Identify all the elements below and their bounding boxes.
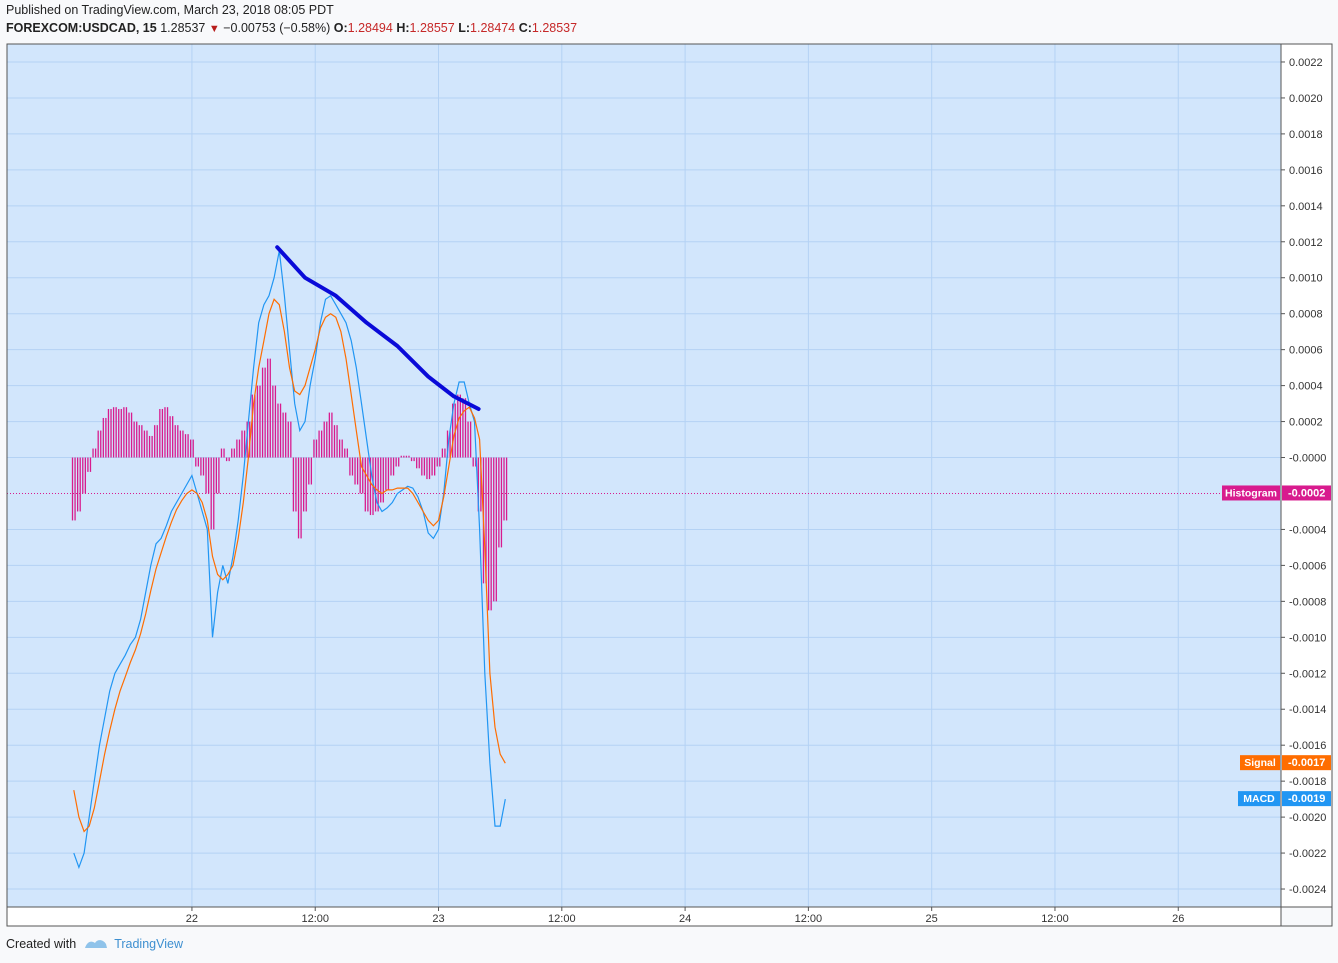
low-value: 1.28474 [470, 21, 516, 35]
price-tick-label: 0.0018 [1289, 129, 1323, 141]
time-tick-label: 25 [926, 913, 938, 925]
series-value-label: -0.0019 [1288, 793, 1325, 805]
series-name-tag [1222, 485, 1280, 501]
close-label: C: [518, 21, 532, 35]
price-tick-label: -0.0020 [1289, 812, 1326, 824]
high-value: 1.28557 [409, 21, 455, 35]
price-tick-label: 0.0022 [1289, 57, 1323, 69]
price-tick-label: -0.0012 [1289, 668, 1326, 680]
macd-series-line [73, 250, 506, 870]
price-tick-label: -0.0010 [1289, 632, 1326, 644]
time-tick-label: 24 [679, 913, 691, 925]
price-tick-label: -0.0022 [1289, 848, 1326, 860]
price-change: −0.00753 (−0.58%) [223, 21, 331, 35]
series-value-tag [1282, 485, 1331, 501]
price-tick-label: 0.0002 [1289, 417, 1323, 429]
price-tick-label: -0.0000 [1289, 453, 1326, 465]
series-name-label: Histogram [1225, 487, 1277, 499]
time-tick-label: 26 [1172, 913, 1184, 925]
low-label: L: [458, 21, 471, 35]
price-tick-label: 0.0014 [1289, 201, 1323, 213]
published-line: Published on TradingView.com, March 23, … [6, 3, 334, 17]
series-name-tag [1238, 791, 1280, 807]
plot-area [7, 44, 1281, 907]
series-value-label: -0.0017 [1288, 757, 1325, 769]
price-tick-label: -0.0014 [1289, 704, 1326, 716]
signal-series-line [73, 298, 506, 833]
price-tick-label: 0.0016 [1289, 165, 1323, 177]
created-with-text: Created with [6, 937, 77, 951]
price-tick-label: -0.0004 [1289, 524, 1326, 536]
time-axis-area [7, 907, 1281, 926]
price-tick-label: -0.0006 [1289, 560, 1326, 572]
macd-chart[interactable]: 22 12:00 23 12:00 24 12:00 25 12:00 26 0.0022 0.00… [0, 0, 1338, 930]
footer: Created with TradingView [6, 937, 183, 951]
price-tick-label: 0.0008 [1289, 309, 1323, 321]
close-value: 1.28537 [531, 21, 578, 35]
time-tick-label: 12:00 [1041, 913, 1069, 925]
price-tick-label: -0.0016 [1289, 740, 1326, 752]
series-value-tag [1282, 755, 1331, 771]
price-tick-label: 0.0006 [1289, 345, 1323, 357]
time-tick-label: 12:00 [795, 913, 823, 925]
time-tick-label: 23 [432, 913, 444, 925]
price-tick-label: -0.0024 [1289, 884, 1326, 896]
price-tick-label: 0.0010 [1289, 273, 1323, 285]
tradingview-link[interactable]: TradingView [114, 937, 183, 951]
trendline-drawing [275, 245, 481, 411]
tradingview-logo-icon [85, 940, 108, 948]
symbol-name[interactable]: FOREXCOM:USDCAD, 15 [6, 21, 157, 35]
high-label: H: [396, 21, 410, 35]
price-tick-label: 0.0012 [1289, 237, 1323, 249]
open-value: 1.28494 [347, 21, 393, 35]
price-tick-label: 0.0020 [1289, 93, 1323, 105]
series-name-label: MACD [1243, 793, 1275, 805]
chart-frame [6, 43, 1333, 927]
price-tick-label: -0.0018 [1289, 776, 1326, 788]
down-arrow-icon: ▼ [208, 23, 220, 35]
price-tick-label: -0.0008 [1289, 596, 1326, 608]
time-tick-label: 22 [186, 913, 198, 925]
series-name-tag [1240, 755, 1280, 771]
series-name-label: Signal [1244, 757, 1276, 769]
series-value-label: -0.0002 [1288, 487, 1325, 499]
time-tick-label: 12:00 [301, 913, 329, 925]
series-value-tag [1282, 791, 1331, 807]
symbol-header: FOREXCOM:USDCAD, 15 1.28537 ▼ −0.00753 (… [6, 21, 577, 35]
time-tick-label: 12:00 [548, 913, 576, 925]
last-price: 1.28537 [160, 21, 206, 35]
open-label: O: [333, 21, 348, 35]
price-tick-label: 0.0004 [1289, 381, 1323, 393]
